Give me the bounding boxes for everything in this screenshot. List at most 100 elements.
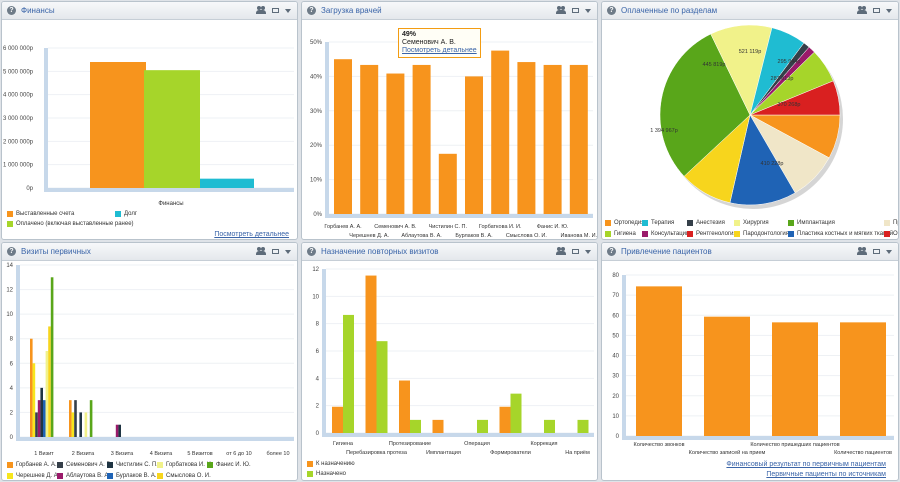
panel-header: ? Привлечение пациентов bbox=[602, 243, 898, 261]
panel-finances: ? Финансы 0р 1 000 000р 2 000 000р 3 000 00… bbox=[1, 1, 298, 240]
legend-item[interactable]: Бурлаков В. А. bbox=[107, 473, 157, 479]
legend-item[interactable]: Горбаткова И. И. bbox=[157, 462, 213, 468]
legend-item[interactable]: Пластика костных и мягких тканей bbox=[788, 231, 893, 237]
legend-item[interactable]: Смыслова О. И. bbox=[157, 473, 211, 479]
legend-item[interactable]: Аблаутова В. А. bbox=[57, 473, 110, 479]
help-icon[interactable]: ? bbox=[307, 247, 316, 256]
legend-item[interactable]: Анестезия bbox=[687, 220, 725, 226]
x-tick-label: 4 Визита bbox=[150, 451, 173, 457]
legend-item[interactable]: Имплантация bbox=[788, 220, 835, 226]
dropdown-icon[interactable] bbox=[285, 250, 291, 254]
legend-item[interactable]: Горбанев А. А. bbox=[7, 462, 57, 468]
legend-item[interactable]: Оплачено (включая выставленные ранее) bbox=[7, 221, 134, 227]
sources-link[interactable]: Первичные пациенты по источникам bbox=[766, 471, 886, 478]
panel-patient-acquisition: ? Привлечение пациентов 0 10 20 30 40 50 60 70 8… bbox=[601, 242, 899, 481]
help-icon[interactable]: ? bbox=[607, 6, 616, 15]
legend-item[interactable]: Чистилин С. П. bbox=[107, 462, 158, 468]
dropdown-icon[interactable] bbox=[585, 250, 591, 254]
x-axis-bar bbox=[622, 436, 894, 440]
legend-item[interactable]: Ортопедия bbox=[605, 220, 644, 226]
paid-sections-pie: 521 119р 445 819р 295 944р 287 813р 370 268р… bbox=[650, 24, 843, 209]
legend-item[interactable]: Фанис И. Ю. bbox=[207, 462, 251, 468]
users-icon[interactable] bbox=[556, 247, 566, 255]
minimize-icon[interactable] bbox=[272, 8, 279, 13]
legend-label: Семенович А. В. bbox=[66, 462, 113, 468]
legend-item[interactable]: Пародонтология bbox=[734, 231, 789, 237]
legend-label: Пародонтология bbox=[743, 231, 789, 237]
legend-label: Чистилин С. П. bbox=[116, 462, 158, 468]
y-tick-label: 12 bbox=[312, 267, 319, 273]
legend-item[interactable]: Терапия bbox=[642, 220, 674, 226]
help-icon[interactable]: ? bbox=[607, 247, 616, 256]
bar bbox=[30, 338, 33, 437]
help-icon[interactable]: ? bbox=[7, 247, 16, 256]
users-icon[interactable] bbox=[857, 247, 867, 255]
bar bbox=[704, 316, 750, 436]
legend-item[interactable]: Рентгенология bbox=[687, 231, 737, 237]
legend-item[interactable]: Ор bbox=[884, 231, 898, 237]
bar bbox=[89, 400, 93, 437]
legend-label: Имплантация bbox=[797, 220, 835, 226]
bar bbox=[432, 419, 444, 433]
legend-item[interactable]: Консультации bbox=[642, 231, 689, 237]
y-tick-label: 50% bbox=[310, 40, 323, 46]
x-tick-label: Фанис И. Ю. bbox=[537, 224, 569, 230]
help-icon[interactable]: ? bbox=[7, 6, 16, 15]
legend-label: Пр bbox=[893, 220, 898, 226]
y-axis-bar bbox=[622, 275, 626, 436]
y-tick-label: 1 000 000р bbox=[3, 163, 34, 169]
dropdown-icon[interactable] bbox=[585, 9, 591, 13]
bar bbox=[510, 393, 522, 433]
users-icon[interactable] bbox=[556, 6, 566, 14]
x-tick-label: Чистилин С. П. bbox=[429, 224, 468, 230]
bar bbox=[69, 400, 72, 437]
y-tick-label: 0 bbox=[10, 435, 14, 441]
dropdown-icon[interactable] bbox=[886, 9, 892, 13]
x-axis-bar bbox=[16, 437, 294, 441]
view-details-link[interactable]: Посмотреть детальнее bbox=[214, 231, 289, 238]
legend-label: Долг bbox=[124, 211, 138, 217]
minimize-icon[interactable] bbox=[272, 249, 279, 254]
bar bbox=[376, 341, 388, 433]
legend-label: Горбанев А. А. bbox=[16, 462, 57, 468]
x-tick-label: На приём bbox=[565, 450, 590, 456]
legend-item[interactable]: Гигиена bbox=[605, 231, 636, 237]
legend-label: Аблаутова В. А. bbox=[66, 473, 111, 479]
legend-item[interactable]: Пр bbox=[884, 220, 898, 226]
tooltip-link[interactable]: Посмотреть детальнее bbox=[402, 47, 477, 54]
panel-repeat-visits: ? Назначение повторных визитов 0 2 4 6 8 10 12… bbox=[301, 242, 598, 481]
doctor-load-chart: 0% 10% 20% 30% 40% 50% Горбанев А. А. Черешнев … bbox=[310, 40, 597, 239]
users-icon[interactable] bbox=[256, 247, 266, 255]
bar bbox=[343, 314, 354, 433]
users-icon[interactable] bbox=[256, 6, 266, 14]
legend-item[interactable]: Черешнев Д. А. bbox=[7, 473, 59, 479]
bar bbox=[332, 406, 343, 433]
legend-item[interactable]: Выставленные счета bbox=[7, 211, 74, 217]
x-axis-bar bbox=[322, 433, 594, 437]
minimize-icon[interactable] bbox=[572, 8, 579, 13]
minimize-icon[interactable] bbox=[572, 249, 579, 254]
financial-result-link[interactable]: Финансовый результат по первичным пациен… bbox=[726, 461, 886, 468]
legend-item[interactable]: Назначено bbox=[307, 471, 346, 477]
y-tick-label: 8 bbox=[316, 322, 320, 328]
users-icon[interactable] bbox=[857, 6, 867, 14]
bar bbox=[115, 424, 119, 437]
bar bbox=[43, 400, 46, 437]
legend-label: Бурлаков В. А. bbox=[116, 473, 157, 479]
pie-data-label: 521 119р bbox=[739, 49, 762, 55]
bar bbox=[491, 50, 510, 214]
legend-label: Фанис И. Ю. bbox=[216, 462, 251, 468]
help-icon[interactable]: ? bbox=[307, 6, 316, 15]
dropdown-icon[interactable] bbox=[886, 250, 892, 254]
bar bbox=[50, 277, 54, 437]
bar bbox=[200, 178, 254, 188]
minimize-icon[interactable] bbox=[873, 249, 880, 254]
legend-item[interactable]: Хирургия bbox=[734, 220, 769, 226]
y-tick-label: 20 bbox=[612, 394, 619, 400]
legend-item[interactable]: Долг bbox=[115, 211, 137, 217]
legend-item[interactable]: К назначению bbox=[307, 461, 355, 467]
legend-label: К назначению bbox=[316, 461, 355, 467]
legend-item[interactable]: Семенович А. В. bbox=[57, 462, 112, 468]
minimize-icon[interactable] bbox=[873, 8, 880, 13]
dropdown-icon[interactable] bbox=[285, 9, 291, 13]
